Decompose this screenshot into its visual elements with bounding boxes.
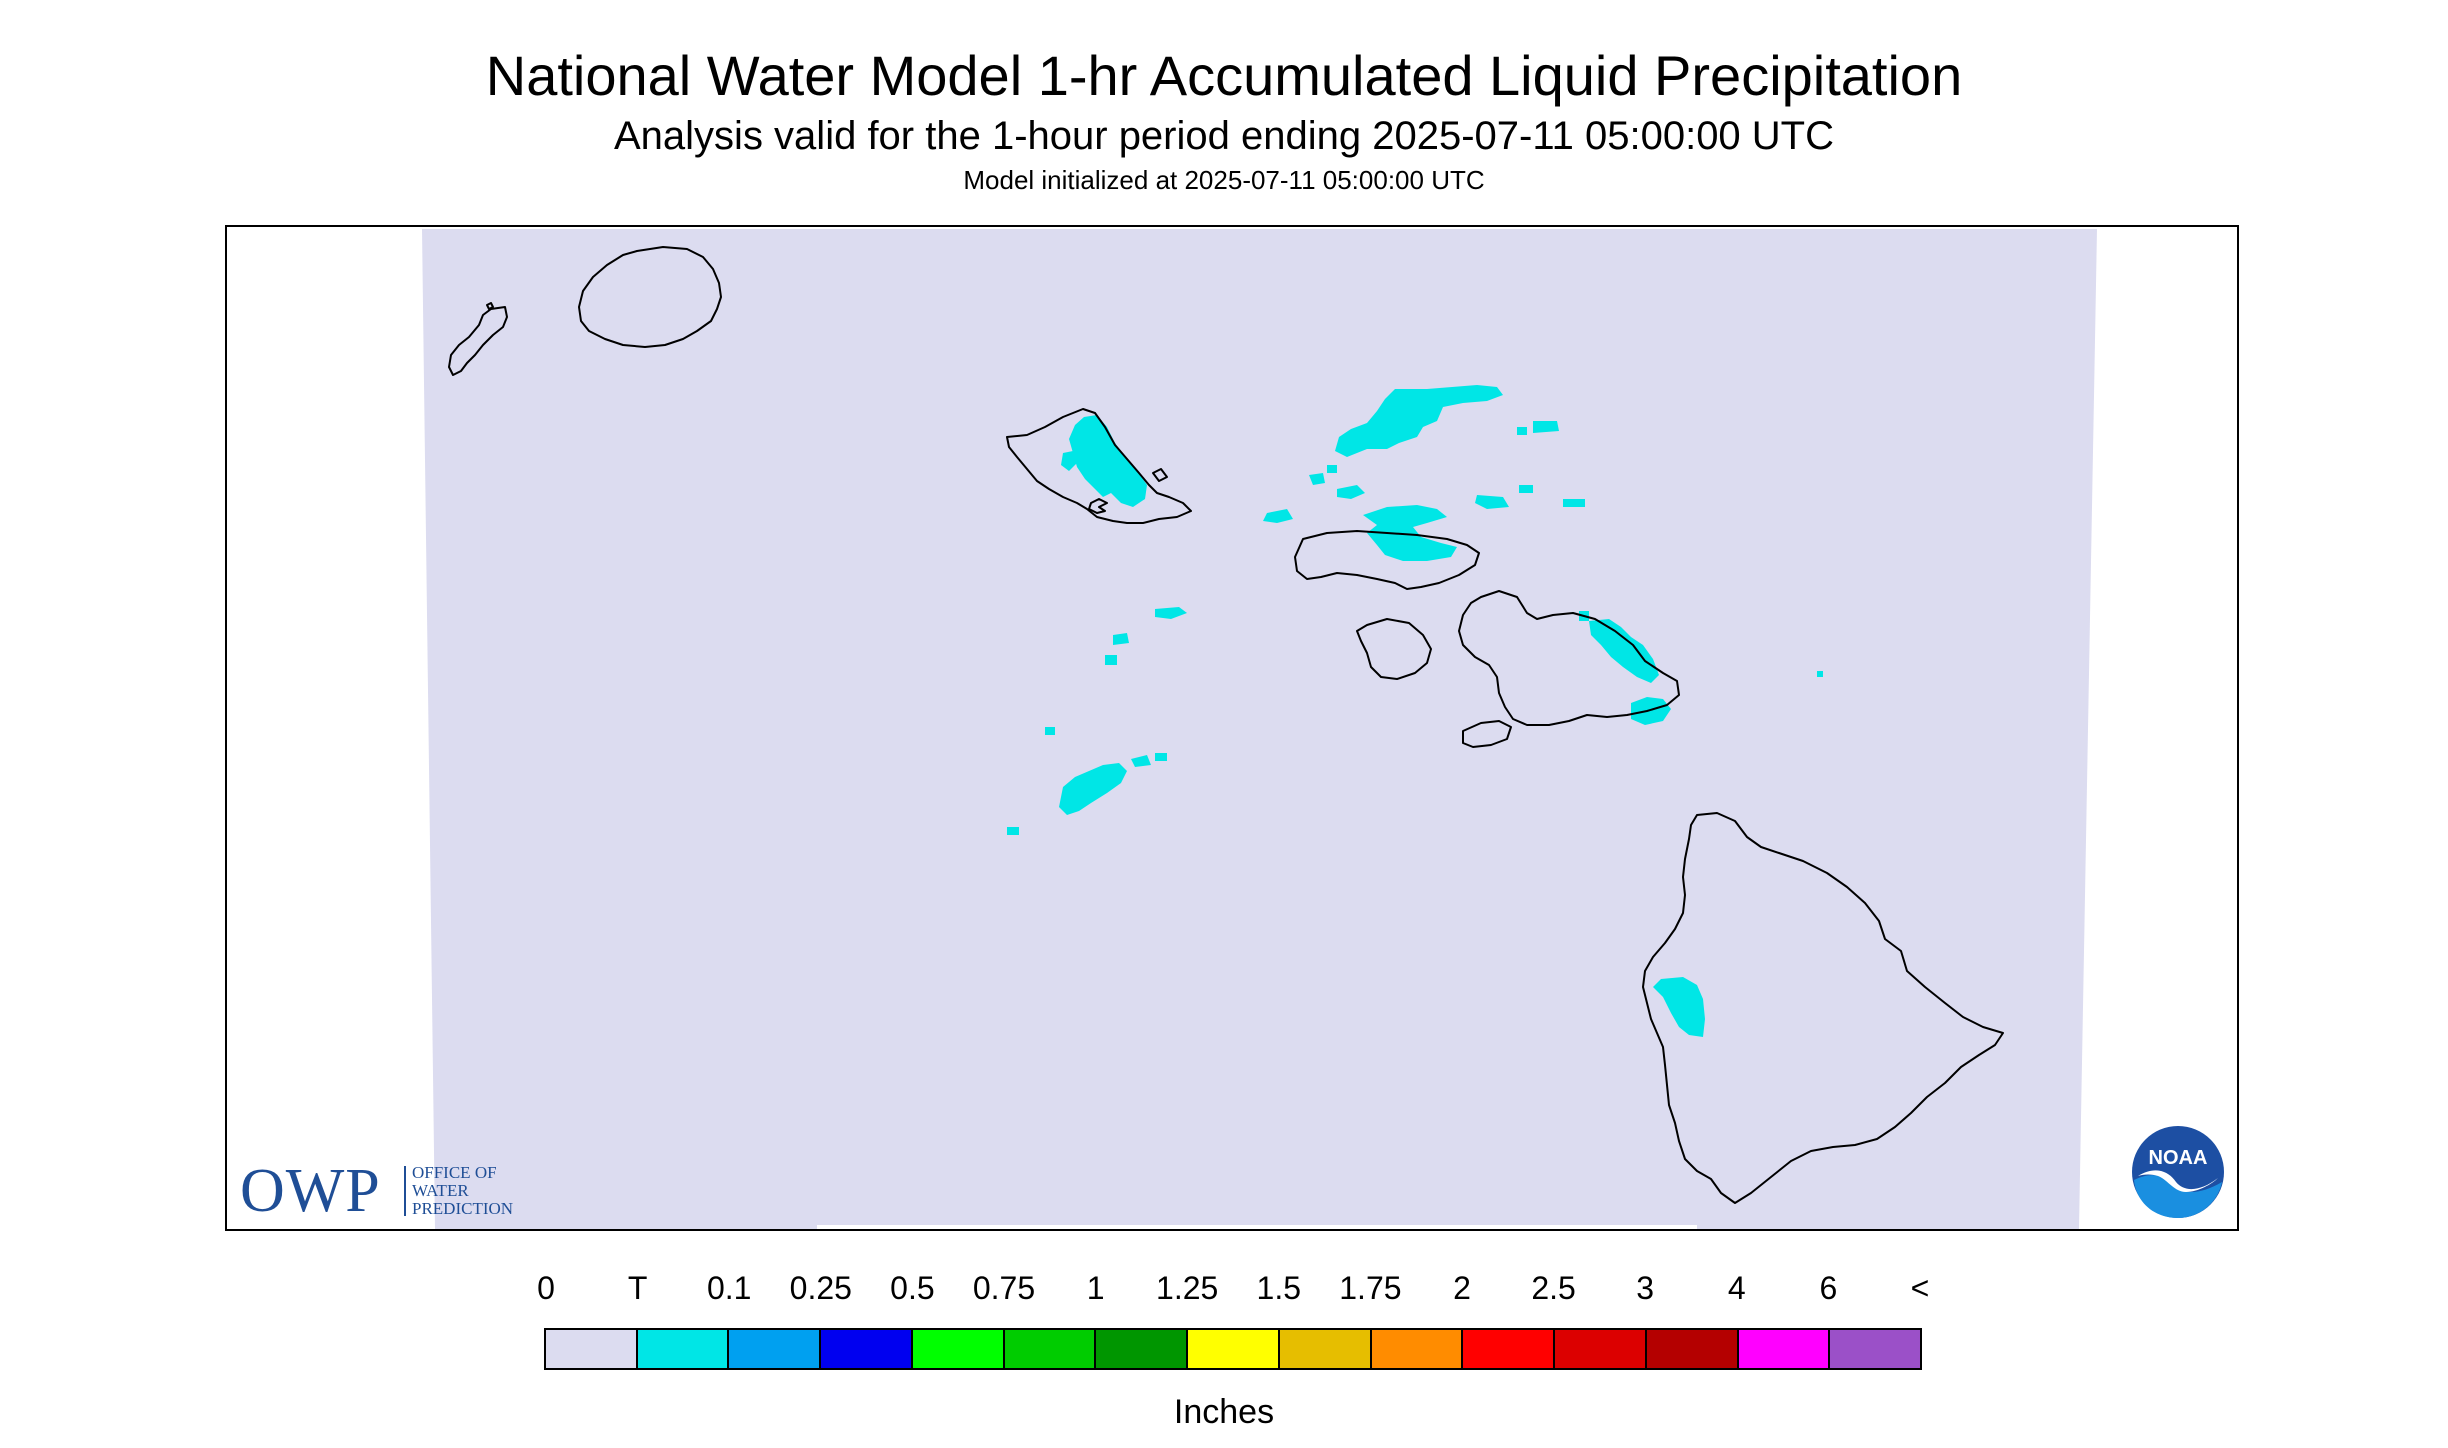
precip-patch-channel-4 xyxy=(1045,727,1055,735)
hawaii-map xyxy=(422,229,2097,1229)
precip-colorbar xyxy=(544,1328,1922,1370)
island-niihau xyxy=(448,306,508,376)
precip-patch-north-molokai-5 xyxy=(1327,465,1337,473)
colorbar-tick-label: 1.25 xyxy=(1156,1270,1219,1306)
owp-line-2: WATER xyxy=(412,1181,469,1200)
colorbar-tick-label: T xyxy=(627,1270,648,1306)
precip-patch-north-molokai-7 xyxy=(1263,509,1293,523)
colorbar-swatch xyxy=(1279,1330,1372,1368)
precip-patch-channel-3 xyxy=(1105,655,1117,665)
precip-patch-north-molokai-10 xyxy=(1563,499,1585,507)
precip-patch-channel-5 xyxy=(1059,763,1127,815)
colorbar-tick-label: 2.5 xyxy=(1531,1270,1576,1306)
island-hawaii xyxy=(1642,812,2004,1204)
colorbar-tick-label: 0 xyxy=(537,1270,555,1306)
colorbar-swatch xyxy=(1646,1330,1739,1368)
colorbar-swatch xyxy=(637,1330,730,1368)
colorbar-tick-label: 1 xyxy=(1086,1270,1105,1306)
colorbar-swatch xyxy=(1188,1330,1280,1368)
colorbar-swatch xyxy=(912,1330,1005,1368)
model-init-time: Model initialized at 2025-07-11 05:00:00… xyxy=(963,165,1485,195)
colorbar-tick-label: 6 xyxy=(1819,1270,1838,1306)
precip-patch-north-molokai-8 xyxy=(1475,495,1509,509)
colorbar-swatch xyxy=(1738,1330,1831,1368)
colorbar-tick-label: 0.25 xyxy=(789,1270,852,1306)
colorbar-swatch xyxy=(1555,1330,1647,1368)
precip-patch-oahu xyxy=(1069,415,1147,507)
owp-line-1: OFFICE OF xyxy=(412,1163,497,1182)
colorbar-swatch xyxy=(1830,1330,1921,1368)
island-lehua xyxy=(486,302,494,310)
colorbar-tick-label: 0.75 xyxy=(972,1270,1036,1306)
colorbar-swatch xyxy=(821,1330,913,1368)
model-domain xyxy=(422,229,2097,1229)
noaa-text: NOAA xyxy=(2149,1147,2208,1169)
precip-patch-north-molokai-2 xyxy=(1533,421,1559,433)
colorbar-swatch xyxy=(729,1330,822,1368)
precip-patch-north-molokai-9 xyxy=(1519,485,1533,493)
map-title: National Water Model 1-hr Accumulated Li… xyxy=(485,44,1963,107)
colorbar-tick-label: 1.5 xyxy=(1256,1270,1302,1306)
colorbar-tick-label: 0.1 xyxy=(706,1270,752,1306)
precip-patch-maui-4 xyxy=(1817,671,1823,677)
precip-patch-oahu-2 xyxy=(1061,451,1077,471)
precip-patch-north-molokai-3 xyxy=(1517,427,1527,435)
precip-patch-channel-8 xyxy=(1007,827,1019,835)
precip-patch-molokai xyxy=(1363,505,1457,561)
colorbar-units: Inches xyxy=(1173,1393,1275,1431)
oahu-kaneohe xyxy=(1152,468,1168,482)
island-lanai xyxy=(1356,618,1432,680)
precip-patch-channel xyxy=(1155,607,1187,619)
owp-letters: OWP xyxy=(240,1157,381,1225)
colorbar-swatch xyxy=(1004,1330,1097,1368)
colorbar-tick-labels: 0 T 0.1 0.25 0.5 0.75 1 1.25 1.5 1.75 2 2.5 3 4 6 < xyxy=(0,1268,2448,1318)
colorbar-tick-label: 2 xyxy=(1453,1270,1471,1306)
island-molokai xyxy=(1294,530,1480,590)
precip-patch-north-molokai-4 xyxy=(1309,473,1325,485)
owp-line-3: PREDICTION xyxy=(412,1199,514,1218)
island-oahu xyxy=(1006,408,1192,524)
precip-patch-maui xyxy=(1589,619,1659,683)
precip-patch-north-molokai-6 xyxy=(1337,485,1365,499)
island-kauai xyxy=(578,246,722,348)
map-panel xyxy=(225,225,2239,1231)
precip-patch-kona xyxy=(1653,977,1705,1037)
colorbar-tick-label: 0.5 xyxy=(890,1270,935,1306)
precip-patch-channel-6 xyxy=(1131,755,1151,767)
precip-patch-channel-7 xyxy=(1155,753,1167,761)
colorbar-swatch xyxy=(1371,1330,1464,1368)
owp-logo: OWP OFFICE OF WATER PREDICTION xyxy=(240,1157,560,1225)
precip-trace-areas xyxy=(1007,385,1823,1037)
owp-divider xyxy=(404,1166,406,1216)
noaa-emblem-icon: NOAA xyxy=(2130,1124,2226,1220)
oahu-pearl-harbor xyxy=(1088,498,1108,514)
colorbar-swatch xyxy=(1463,1330,1556,1368)
precip-patch-north-molokai xyxy=(1335,385,1503,457)
island-kahoolawe xyxy=(1462,720,1512,748)
precip-patch-maui-3 xyxy=(1631,697,1671,725)
colorbar-tick-label: 3 xyxy=(1636,1270,1655,1306)
noaa-logo: NOAA xyxy=(2128,1122,2228,1222)
colorbar-tick-label: < xyxy=(1910,1270,1930,1306)
owp-office-text: OFFICE OF WATER PREDICTION xyxy=(412,1164,513,1218)
colorbar-swatch xyxy=(1096,1330,1189,1368)
colorbar-tick-label: 1.75 xyxy=(1339,1270,1402,1306)
map-subtitle: Analysis valid for the 1-hour period end… xyxy=(614,114,1834,158)
colorbar-tick-label: 4 xyxy=(1727,1270,1746,1306)
coastlines xyxy=(448,246,2004,1204)
island-maui xyxy=(1458,590,1680,726)
precip-patch-channel-2 xyxy=(1113,633,1129,645)
colorbar-swatch xyxy=(546,1330,638,1368)
